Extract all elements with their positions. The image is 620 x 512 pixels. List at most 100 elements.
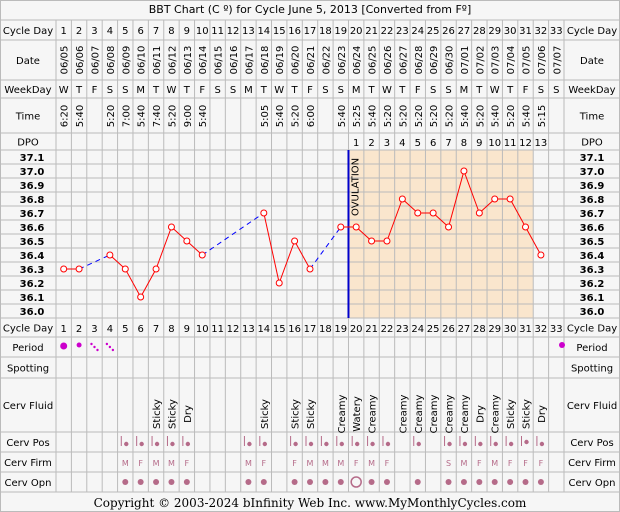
cycle-day-number: 5 bbox=[122, 26, 128, 37]
cerv-opn-closed bbox=[183, 479, 190, 485]
cerv-opn-closed bbox=[507, 479, 514, 485]
copyright-footer: Copyright © 2003-2024 bInfinity Web Inc.… bbox=[94, 496, 527, 510]
cycle-day-number: 28 bbox=[473, 26, 486, 37]
cerv-fluid-label: Creamy bbox=[368, 395, 379, 434]
row-label-right-date: Date bbox=[580, 56, 604, 67]
temp-segment bbox=[509, 198, 526, 228]
cerv-firm-label: F bbox=[385, 459, 390, 468]
cerv-firm-label: M bbox=[368, 459, 375, 468]
row-label-cerv_fluid: Cerv Fluid bbox=[3, 401, 53, 412]
row-label-right-time: Time bbox=[579, 112, 604, 123]
weekday-label: T bbox=[506, 85, 514, 96]
weekday-label: S bbox=[553, 85, 559, 96]
cerv-fluid-label: Creamy bbox=[429, 395, 440, 434]
cerv-fluid-label: Dry bbox=[183, 405, 194, 423]
cycle-day-number-bottom: 23 bbox=[396, 324, 409, 335]
date-label: 06/28 bbox=[414, 46, 425, 75]
cycle-day-number-bottom: 24 bbox=[411, 324, 424, 335]
temp-segment bbox=[463, 170, 480, 214]
cycle-day-number: 25 bbox=[427, 26, 440, 37]
temp-point bbox=[337, 223, 345, 231]
cycle-day-number: 8 bbox=[168, 26, 174, 37]
cycle-day-number-bottom: 1 bbox=[61, 324, 67, 335]
cycle-day-number: 33 bbox=[550, 26, 563, 37]
cycle-day-number: 30 bbox=[504, 26, 517, 37]
cerv-pos-dot bbox=[339, 441, 344, 447]
cerv-pos-dot bbox=[385, 441, 391, 447]
date-label: 06/16 bbox=[229, 46, 240, 75]
cerv-opn-closed bbox=[522, 479, 529, 485]
row-label-cerv_opn: Cerv Opn bbox=[5, 478, 52, 489]
weekday-label: F bbox=[415, 85, 421, 96]
cerv-fluid-label: Creamy bbox=[445, 395, 456, 434]
time-label: 5:20 bbox=[383, 105, 394, 127]
cerv-pos-dot bbox=[185, 441, 191, 447]
row-label-right-dpo: DPO bbox=[581, 138, 603, 149]
y-tick-label-right: 37.0 bbox=[580, 167, 605, 178]
cerv-pos-dot bbox=[139, 441, 144, 447]
date-label: 06/08 bbox=[106, 46, 117, 75]
cycle-day-number-bottom: 21 bbox=[365, 324, 378, 335]
cycle-day-number: 7 bbox=[153, 26, 159, 37]
temp-point bbox=[167, 223, 175, 231]
y-tick-label: 36.0 bbox=[20, 307, 45, 318]
date-label: 06/11 bbox=[152, 46, 163, 75]
weekday-label: W bbox=[382, 85, 392, 96]
y-tick-label: 36.4 bbox=[20, 251, 45, 262]
cerv-opn-closed bbox=[476, 479, 483, 485]
row-label-date: Date bbox=[16, 56, 40, 67]
y-tick-label: 36.3 bbox=[20, 265, 45, 276]
time-label: 5:20 bbox=[445, 105, 456, 127]
cycle-day-number-bottom: 7 bbox=[153, 324, 159, 335]
date-label: 06/12 bbox=[167, 46, 178, 75]
cerv-opn-closed bbox=[537, 479, 544, 485]
cerv-opn-closed bbox=[260, 479, 267, 485]
cycle-day-number-bottom: 2 bbox=[76, 324, 82, 335]
time-label: 5:40 bbox=[460, 105, 471, 127]
cycle-day-number: 18 bbox=[319, 26, 332, 37]
date-label: 06/26 bbox=[383, 46, 394, 75]
dpo-number: 6 bbox=[430, 138, 436, 149]
time-label: 5:20 bbox=[167, 105, 178, 127]
plot-layer bbox=[60, 150, 565, 488]
cerv-firm-label: F bbox=[185, 459, 190, 468]
time-label: 6:00 bbox=[306, 105, 317, 127]
date-label: 06/24 bbox=[352, 46, 363, 75]
row-label-right-spotting: Spotting bbox=[571, 364, 613, 375]
cerv-fluid-label: Sticky bbox=[167, 399, 178, 429]
cycle-day-number-bottom: 5 bbox=[122, 324, 128, 335]
time-label: 5:20 bbox=[475, 105, 486, 127]
cycle-day-number: 20 bbox=[350, 26, 363, 37]
cycle-day-number-bottom: 26 bbox=[442, 324, 455, 335]
row-label-cycle_day: Cycle Day bbox=[3, 26, 53, 37]
cycle-day-number-bottom: 10 bbox=[196, 324, 209, 335]
time-label: 5:05 bbox=[260, 105, 271, 127]
time-label: 5:40 bbox=[368, 105, 379, 127]
date-label: 06/29 bbox=[429, 46, 440, 75]
y-tick-label-right: 36.7 bbox=[580, 209, 605, 220]
dpo-number: 2 bbox=[368, 138, 374, 149]
dpo-number: 9 bbox=[476, 138, 482, 149]
cerv-opn-closed bbox=[153, 479, 160, 485]
cycle-day-number-bottom: 13 bbox=[242, 324, 255, 335]
row-label-right-cerv_firm: Cerv Firm bbox=[568, 458, 616, 469]
cerv-pos-dot bbox=[170, 441, 175, 447]
date-label: 06/25 bbox=[368, 46, 379, 75]
time-label: 5:40 bbox=[75, 105, 86, 127]
cycle-day-number: 23 bbox=[396, 26, 409, 37]
time-label: 5:20 bbox=[429, 105, 440, 127]
time-label: 5:40 bbox=[137, 105, 148, 127]
cerv-opn-closed bbox=[307, 479, 313, 485]
cerv-opn-closed bbox=[383, 479, 390, 485]
cerv-fluid-label: Sticky bbox=[152, 399, 163, 429]
cerv-firm-label: S bbox=[446, 459, 451, 468]
cerv-fluid-label: Creamy bbox=[491, 395, 502, 434]
weekday-label: M bbox=[352, 85, 361, 96]
date-label: 06/30 bbox=[445, 46, 456, 75]
y-tick-label-right: 36.3 bbox=[580, 265, 605, 276]
weekday-label: S bbox=[445, 85, 451, 96]
y-tick-label: 36.5 bbox=[20, 237, 45, 248]
dpo-number: 10 bbox=[488, 138, 501, 149]
time-label: 5:20 bbox=[291, 105, 302, 127]
cerv-pos-dot bbox=[293, 441, 298, 447]
